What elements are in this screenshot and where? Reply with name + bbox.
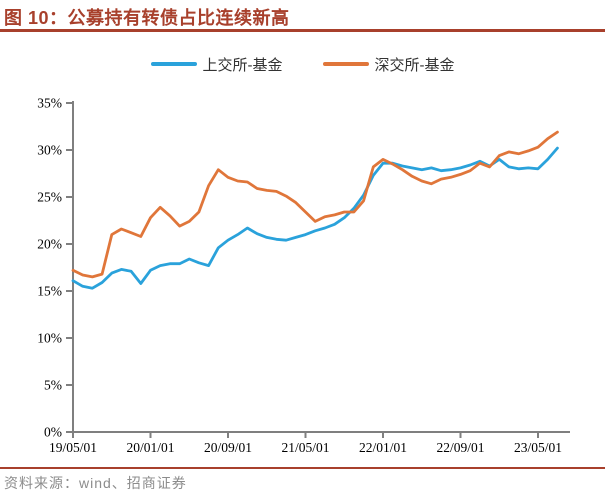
- series-line-0-上交所-基金: [71, 146, 559, 290]
- legend-item-shanghai-fund: 上交所-基金: [150, 54, 283, 75]
- y-tick-label: 0%: [44, 425, 62, 440]
- x-tick-label: 20/01/01: [126, 440, 174, 455]
- figure-title: 图 10：公募持有转债占比连续新高: [4, 8, 290, 28]
- legend-line-swatch-blue: [150, 62, 197, 66]
- y-tick-label: 30%: [37, 143, 62, 158]
- series-line-1-深交所-基金: [71, 130, 559, 279]
- legend-label-shenzhen-fund: 深交所-基金: [374, 56, 455, 74]
- title-rule: [0, 29, 605, 32]
- legend-label-shanghai-fund: 上交所-基金: [202, 56, 283, 74]
- x-tick-label: 19/05/01: [49, 440, 97, 455]
- x-tick-label: 22/01/01: [359, 440, 407, 455]
- x-tick-label: 23/05/01: [514, 440, 562, 455]
- y-tick-label: 25%: [37, 190, 62, 205]
- y-tick-label: 5%: [44, 378, 62, 393]
- y-tick-label: 15%: [37, 284, 62, 299]
- x-tick-label: 21/05/01: [281, 440, 329, 455]
- source-rule: [0, 467, 605, 469]
- y-tick-label: 20%: [37, 237, 62, 252]
- legend-item-shenzhen-fund: 深交所-基金: [322, 54, 455, 75]
- x-tick-label: 20/09/01: [204, 440, 252, 455]
- y-tick-label: 35%: [37, 96, 62, 111]
- x-tick-label: 22/09/01: [436, 440, 484, 455]
- chart-legend: 上交所-基金 深交所-基金: [0, 54, 605, 74]
- legend-line-swatch-orange: [322, 62, 369, 66]
- y-tick-label: 10%: [37, 331, 62, 346]
- source-note: 资料来源：wind、招商证券: [4, 475, 187, 491]
